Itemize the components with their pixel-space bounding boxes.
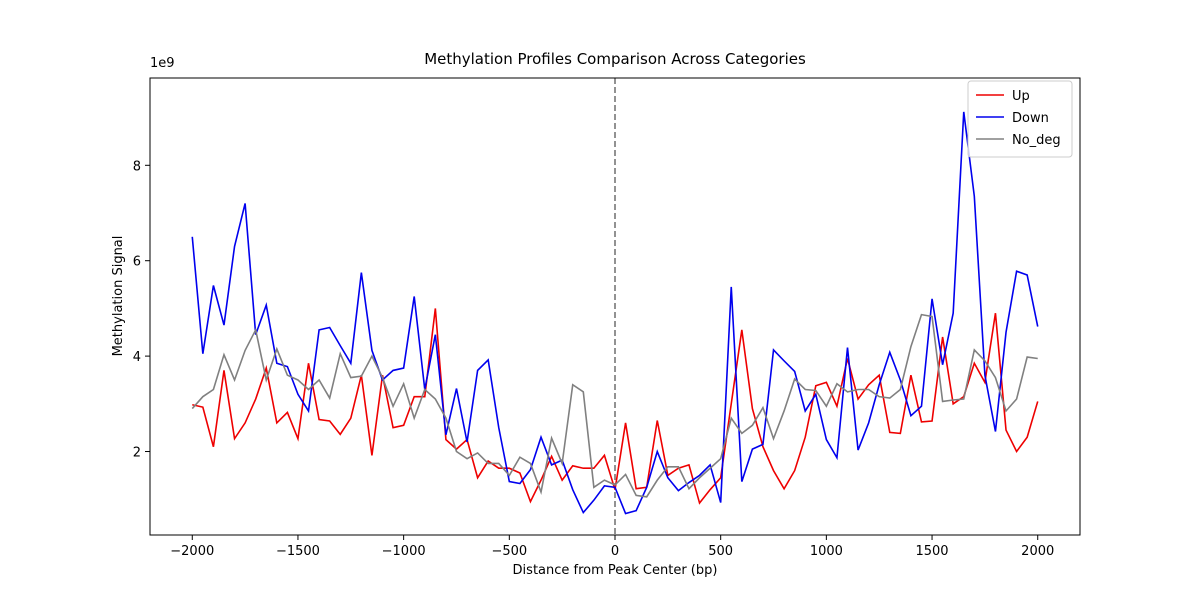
chart-title: Methylation Profiles Comparison Across C… [424,50,806,68]
x-tick-label: −2000 [170,544,214,559]
x-tick-label: 0 [611,544,619,559]
y-axis-label: Methylation Signal [111,236,126,357]
legend-label: No_deg [1012,133,1061,148]
series-line [192,308,1039,505]
x-tick-label: 500 [708,544,733,559]
y-tick-label: 4 [133,350,141,365]
y-offset-label: 1e9 [150,56,175,71]
y-tick-label: 2 [133,446,141,461]
x-tick-label: −1000 [382,544,426,559]
plot-frame [149,77,1081,536]
legend-box [967,80,1073,158]
x-tick-label: −1500 [276,544,320,559]
x-axis-label: Distance from Peak Center (bp) [513,563,718,578]
y-tick-label: 6 [133,255,141,270]
x-tick-label: 2000 [1021,544,1054,559]
legend-label: Down [1012,111,1049,126]
x-tick-label: 1000 [810,544,843,559]
series-line [191,111,1039,515]
legend-label: Up [1012,89,1030,104]
x-tick-label: −500 [491,544,527,559]
series-line [191,313,1038,498]
y-tick-label: 8 [133,159,141,174]
x-tick-label: 1500 [915,544,948,559]
